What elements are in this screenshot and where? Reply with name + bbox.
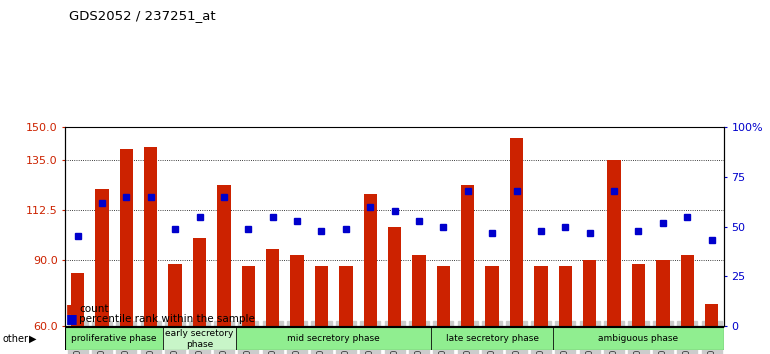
Text: late secretory phase: late secretory phase (446, 335, 539, 343)
Bar (485, 266, 499, 326)
Bar (95, 189, 109, 326)
Bar (290, 255, 304, 326)
Bar (388, 227, 401, 326)
Text: count: count (79, 304, 109, 314)
Bar (236, 327, 431, 350)
Bar (553, 327, 724, 350)
Text: ■: ■ (65, 303, 77, 315)
Bar (71, 273, 85, 326)
Bar (363, 194, 377, 326)
Bar (431, 327, 553, 350)
Text: proliferative phase: proliferative phase (72, 335, 157, 343)
Text: percentile rank within the sample: percentile rank within the sample (79, 314, 255, 324)
Bar (437, 266, 450, 326)
Text: early secretory
phase: early secretory phase (166, 329, 234, 349)
Bar (705, 304, 718, 326)
Bar (412, 255, 426, 326)
Bar (217, 185, 231, 326)
Bar (339, 266, 353, 326)
Bar (266, 249, 280, 326)
Bar (144, 147, 158, 326)
Bar (192, 238, 206, 326)
Text: other: other (2, 334, 28, 344)
Text: ▶: ▶ (29, 334, 37, 344)
Bar (558, 266, 572, 326)
Bar (169, 264, 182, 326)
Bar (608, 160, 621, 326)
Text: GDS2052 / 237251_at: GDS2052 / 237251_at (69, 9, 216, 22)
Bar (656, 259, 670, 326)
Bar (242, 266, 255, 326)
Text: mid secretory phase: mid secretory phase (287, 335, 380, 343)
Text: ■: ■ (65, 312, 77, 325)
Bar (510, 138, 524, 326)
Bar (631, 264, 645, 326)
Bar (583, 259, 597, 326)
Bar (681, 255, 694, 326)
Bar (163, 327, 236, 350)
Bar (534, 266, 547, 326)
Text: ambiguous phase: ambiguous phase (598, 335, 678, 343)
Bar (315, 266, 328, 326)
Bar (119, 149, 133, 326)
Bar (461, 185, 474, 326)
Bar (65, 327, 163, 350)
